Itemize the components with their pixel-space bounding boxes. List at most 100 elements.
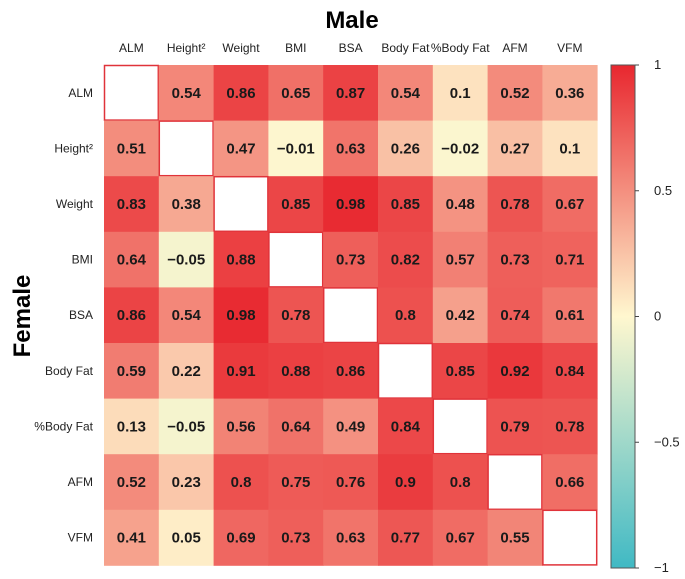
cell-value: 0.42 xyxy=(446,307,475,324)
heatmap-cell xyxy=(542,65,598,121)
heatmap-cell xyxy=(487,176,543,233)
cell-value: 0.86 xyxy=(336,363,365,380)
cell-value: 0.69 xyxy=(226,530,255,547)
heatmap-cell xyxy=(378,287,434,344)
heatmap-cell xyxy=(378,176,434,233)
heatmap-cell xyxy=(542,120,598,177)
cell-value: 0.78 xyxy=(555,418,584,435)
cell-value: 0.88 xyxy=(281,363,310,380)
chart-title-female: Female xyxy=(9,275,36,358)
heatmap-cell xyxy=(213,65,269,121)
cell-value: 0.84 xyxy=(555,363,585,380)
heatmap-cell xyxy=(104,120,160,177)
heatmap-cell xyxy=(487,343,543,399)
cell-value: 0.61 xyxy=(555,307,584,324)
heatmap-cell xyxy=(268,65,324,121)
heatmap-cell xyxy=(268,287,324,344)
heatmap-cell xyxy=(378,231,434,288)
heatmap-values: 0.54 0.86 0.65 0.87 0.54 0.1 0.52 0.36 0.51 0.47 −… xyxy=(117,85,585,547)
heatmap-cell xyxy=(268,454,324,511)
cell-value: 0.8 xyxy=(395,307,416,324)
x-label: BSA xyxy=(339,41,363,55)
cell-value: −0.05 xyxy=(167,252,205,269)
heatmap-cell xyxy=(487,65,543,121)
cell-value: 0.85 xyxy=(281,196,310,213)
y-label: BSA xyxy=(69,308,93,322)
x-label: VFM xyxy=(557,41,582,55)
heatmap-cell xyxy=(213,343,269,399)
x-label: Height² xyxy=(167,41,206,55)
heatmap-cell-diagonal xyxy=(103,64,160,121)
heatmap-cell xyxy=(378,120,434,177)
cell-value: 0.51 xyxy=(117,140,146,157)
heatmap-cells xyxy=(103,64,598,566)
heatmap-cell xyxy=(213,509,269,566)
cell-value: 0.55 xyxy=(500,530,529,547)
heatmap-cell-diagonal xyxy=(158,120,214,177)
cell-value: −0.05 xyxy=(167,418,205,435)
x-label: Body Fat xyxy=(381,41,430,55)
heatmap-cell xyxy=(158,231,214,288)
cell-value: 0.86 xyxy=(226,85,255,102)
y-label: Height² xyxy=(54,141,93,155)
cell-value: 0.83 xyxy=(117,196,146,213)
cell-value: 0.56 xyxy=(226,418,255,435)
cell-value: 0.13 xyxy=(117,418,146,435)
cell-value: −0.01 xyxy=(277,140,315,157)
heatmap-cell-diagonal xyxy=(487,453,543,511)
cell-value: 0.73 xyxy=(281,530,310,547)
heatmap-cell-diagonal xyxy=(213,175,269,233)
x-label: %Body Fat xyxy=(431,41,490,55)
cell-value: 0.49 xyxy=(336,418,365,435)
heatmap-cell xyxy=(268,509,324,566)
cell-value: 0.76 xyxy=(336,474,365,491)
heatmap-cell xyxy=(158,454,214,511)
heatmap-cell xyxy=(487,231,543,288)
y-label: VFM xyxy=(68,531,93,545)
heatmap-cell xyxy=(432,509,488,566)
heatmap-cell xyxy=(213,120,269,177)
cell-value: 0.71 xyxy=(555,252,584,269)
cell-value: 0.54 xyxy=(391,85,421,102)
colorbar-ticks: 1 0.5 0 −0.5 −1 xyxy=(635,57,680,575)
cell-value: 0.22 xyxy=(172,363,201,380)
colorbar-tick-label: −0.5 xyxy=(654,434,680,449)
cell-value: 0.67 xyxy=(446,530,475,547)
colorbar-tick-label: 0 xyxy=(654,309,661,324)
cell-value: 0.86 xyxy=(117,307,146,324)
heatmap-cell-diagonal xyxy=(542,509,598,566)
heatmap-cell xyxy=(432,231,488,288)
cell-value: 0.48 xyxy=(446,196,475,213)
cell-value: 0.85 xyxy=(391,196,420,213)
y-label: AFM xyxy=(68,475,93,489)
cell-value: 0.38 xyxy=(172,196,201,213)
colorbar-tick-label: 0.5 xyxy=(654,183,672,198)
cell-value: 0.52 xyxy=(500,85,529,102)
cell-value: 0.27 xyxy=(500,140,529,157)
heatmap-cell xyxy=(432,120,488,177)
cell-value: 0.64 xyxy=(117,252,147,269)
cell-value: 0.36 xyxy=(555,85,584,102)
cell-value: 0.79 xyxy=(500,418,529,435)
cell-value: 0.54 xyxy=(172,85,202,102)
cell-value: 0.74 xyxy=(500,307,530,324)
heatmap-cell-diagonal xyxy=(432,398,488,455)
heatmap-cell xyxy=(104,343,160,399)
chart-title-male: Male xyxy=(325,7,378,34)
cell-value: 0.98 xyxy=(226,307,255,324)
heatmap-cell xyxy=(268,343,324,399)
heatmap-cell xyxy=(378,398,434,455)
heatmap-cell xyxy=(104,398,160,455)
x-label: ALM xyxy=(119,41,144,55)
cell-value: −0.02 xyxy=(441,140,479,157)
heatmap-cell xyxy=(268,398,324,455)
cell-value: 0.63 xyxy=(336,140,365,157)
heatmap-cell xyxy=(268,120,324,177)
cell-value: 0.98 xyxy=(336,196,365,213)
cell-value: 0.64 xyxy=(281,418,311,435)
cell-value: 0.67 xyxy=(555,196,584,213)
cell-value: 0.92 xyxy=(500,363,529,380)
y-label: ALM xyxy=(68,86,93,100)
cell-value: 0.66 xyxy=(555,474,584,491)
x-label: Weight xyxy=(222,41,260,55)
